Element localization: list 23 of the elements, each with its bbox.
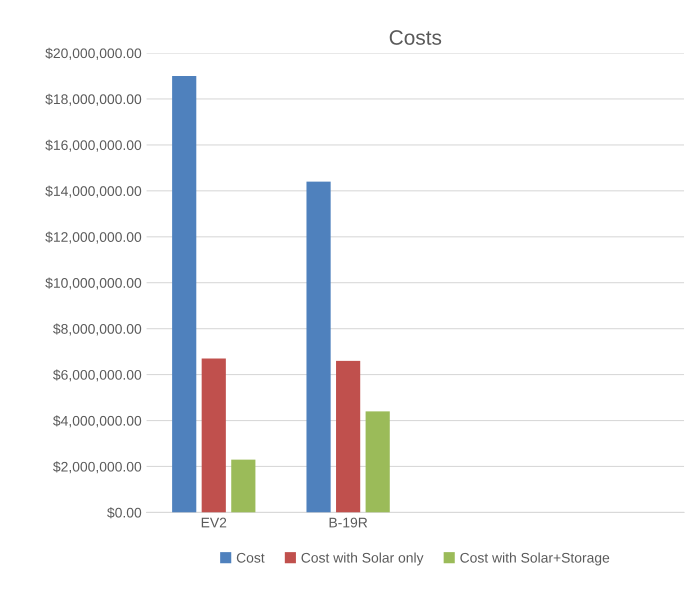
- y-tick-label: $0.00: [107, 507, 142, 518]
- y-tick-label: $12,000,000.00: [45, 232, 142, 244]
- chart-title: Costs: [390, 30, 442, 45]
- legend-label: Cost with Solar only: [301, 552, 424, 566]
- y-tick-label: $14,000,000.00: [45, 186, 142, 198]
- y-tick-label: $2,000,000.00: [53, 461, 142, 474]
- bar: [306, 182, 331, 512]
- legend-label: Cost: [236, 552, 265, 563]
- y-tick-label: $6,000,000.00: [53, 369, 142, 382]
- bar: [231, 460, 256, 512]
- y-tick-label: $10,000,000.00: [45, 277, 142, 290]
- legend-label: Cost with Solar+Storage: [460, 552, 610, 566]
- bar: [172, 76, 196, 512]
- y-tick-label: $4,000,000.00: [53, 415, 142, 428]
- y-tick-label: $20,000,000.00: [45, 48, 142, 60]
- y-tick-label: $8,000,000.00: [53, 323, 142, 336]
- y-tick-label: $16,000,000.00: [45, 140, 142, 152]
- x-tick-label: EV2: [202, 518, 226, 528]
- bar: [202, 358, 226, 512]
- x-tick-label: B-19R: [330, 518, 368, 528]
- bar: [366, 411, 390, 512]
- bar: [336, 360, 360, 512]
- y-tick-label: $18,000,000.00: [45, 94, 142, 106]
